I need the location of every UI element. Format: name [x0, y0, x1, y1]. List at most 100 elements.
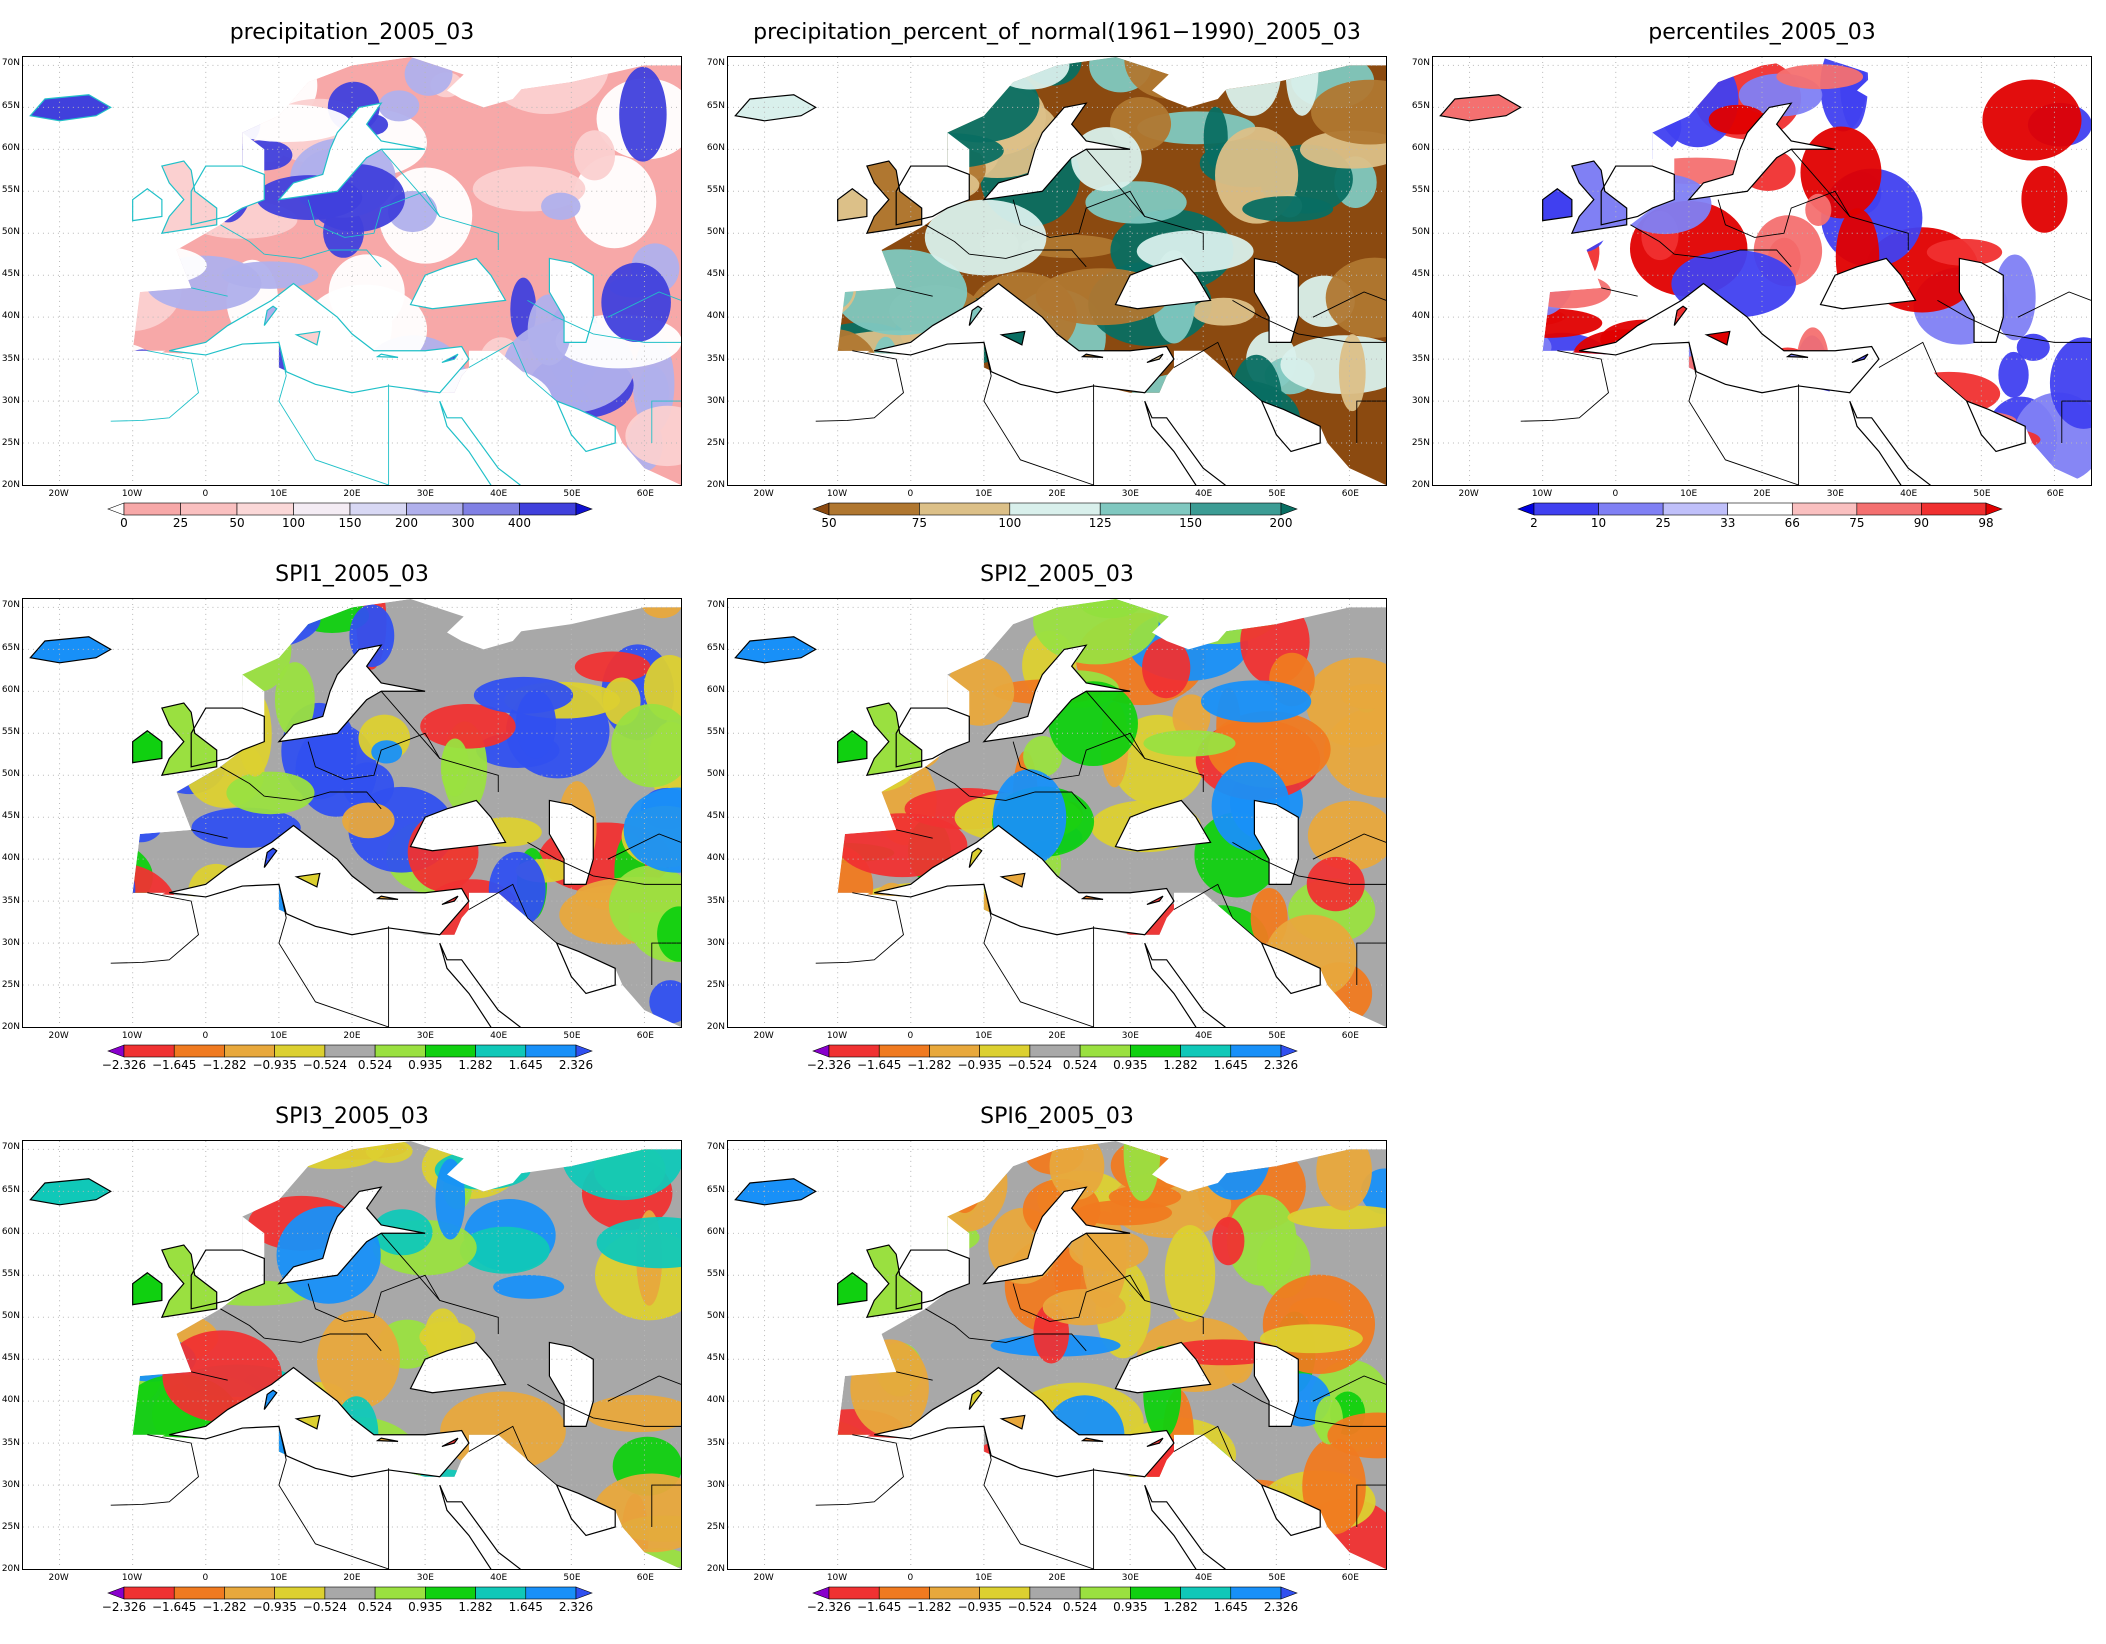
lat-label: 35N [1411, 353, 1430, 364]
lat-label: 60N [706, 142, 725, 153]
lon-label: 20E [1753, 489, 1771, 499]
colorbar-segment [324, 1044, 376, 1058]
colorbar-label: 2.326 [1263, 1600, 1299, 1614]
colorbar-label: 1.282 [458, 1600, 493, 1614]
lon-label: 30E [416, 489, 434, 499]
colorbar-segment [475, 1586, 527, 1600]
lon-label: 60E [1341, 1031, 1359, 1041]
colorbar-label: −1.645 [857, 1600, 902, 1614]
lat-label: 65N [1, 1184, 20, 1195]
colorbar-label: 1.645 [508, 1058, 543, 1072]
lon-label: 20W [753, 1031, 774, 1041]
colorbar-label: 2 [1530, 516, 1538, 530]
lon-label: 40E [1195, 1031, 1213, 1041]
lat-label: 45N [1, 811, 20, 822]
lon-label: 50E [1973, 489, 1991, 499]
colorbar-label: −2.326 [806, 1058, 852, 1072]
lon-label: 10W [826, 1031, 848, 1041]
colorbar-label: 150 [338, 516, 362, 530]
lon-label: 50E [1268, 1031, 1286, 1041]
colorbar-label: 150 [1179, 516, 1203, 530]
colorbar-segment [1029, 1586, 1081, 1600]
map-area [22, 598, 682, 1028]
lat-label: 25N [706, 437, 725, 448]
lon-label: 30E [416, 1031, 434, 1041]
colorbar-label: 50 [229, 516, 245, 530]
lat-label: 35N [706, 895, 725, 906]
colorbar-left-arrow [107, 1586, 125, 1600]
colorbar-segment [1791, 502, 1858, 516]
lon-label: 10W [121, 1573, 143, 1583]
map-area [1432, 56, 2092, 486]
colorbar-right-arrow [1280, 502, 1298, 516]
colorbar-label: 300 [451, 516, 475, 530]
lon-label: 30E [1121, 489, 1139, 499]
lon-label: 10W [121, 489, 143, 499]
colorbar-label: −0.524 [302, 1058, 348, 1072]
colorbar-label: 200 [395, 516, 418, 530]
colorbar [107, 1586, 593, 1600]
lon-label: 0 [202, 1573, 209, 1583]
colorbar-label: 50 [821, 516, 837, 530]
colorbar-label: 0.524 [1062, 1058, 1098, 1072]
colorbar-label: −2.326 [806, 1600, 852, 1614]
colorbar-label: −1.645 [857, 1058, 902, 1072]
lon-label: 20W [48, 1573, 69, 1583]
colorbar-label: 100 [282, 516, 305, 530]
lat-label: 60N [706, 684, 725, 695]
colorbar-segment [1190, 502, 1282, 516]
lon-label: 10E [270, 1573, 288, 1583]
lat-label: 30N [706, 1479, 725, 1490]
colorbar-label: −1.282 [202, 1600, 247, 1614]
colorbar-segment [525, 1586, 577, 1600]
colorbar-label: 2.326 [558, 1058, 594, 1072]
lat-label: 30N [706, 395, 725, 406]
map-panel-7: SPI6_2005_03 70N 65N 60N 55N 50N 45N 40N 35N 30N 2… [707, 1104, 1387, 1644]
colorbar-label: 2.326 [558, 1600, 594, 1614]
lon-label: 40E [490, 489, 508, 499]
colorbar-segment [123, 1586, 175, 1600]
lat-label: 55N [1411, 184, 1430, 195]
coastlines [734, 1178, 1386, 1569]
lon-label: 50E [563, 1573, 581, 1583]
colorbar-label: 1.282 [1163, 1058, 1198, 1072]
lat-label: 55N [1, 184, 20, 195]
panel-title: SPI2_2005_03 [980, 562, 1134, 587]
lon-label: 20W [48, 1031, 69, 1041]
map-area [727, 1140, 1387, 1570]
lon-label: 10W [826, 489, 848, 499]
lon-label: 30E [1121, 1031, 1139, 1041]
colorbar-segment [374, 1586, 426, 1600]
colorbar-segment [1079, 1044, 1131, 1058]
colorbar-right-arrow [575, 1044, 593, 1058]
colorbar-segment [1099, 502, 1191, 516]
colorbar-label: −0.524 [302, 1600, 348, 1614]
lon-label: 10E [270, 1031, 288, 1041]
colorbar-right-arrow [1280, 1586, 1298, 1600]
lon-label: 0 [202, 489, 209, 499]
colorbar-label: −0.935 [252, 1058, 297, 1072]
colorbar-segment [173, 1586, 225, 1600]
colorbar-segment [406, 502, 464, 516]
colorbar-segment [1230, 1586, 1282, 1600]
panel-title: SPI3_2005_03 [275, 1104, 429, 1129]
lat-label: 30N [706, 937, 725, 948]
map-panel-3: percentiles_2005_03 70N 65N 60N 55N 50N 45N 40N… [1412, 20, 2092, 560]
colorbar-label: 2.326 [1263, 1058, 1299, 1072]
lat-label: 40N [1411, 311, 1430, 322]
lat-label: 55N [706, 1268, 725, 1279]
colorbar-label: 0.524 [1062, 1600, 1098, 1614]
lat-label: 20N [706, 1022, 725, 1032]
lat-label: 65N [1411, 100, 1430, 111]
colorbar-label: −0.935 [957, 1058, 1002, 1072]
colorbar-label: −0.935 [957, 1600, 1002, 1614]
colorbar-label: −0.524 [1007, 1600, 1053, 1614]
map-panel-4: SPI1_2005_03 70N 65N 60N 55N 50N 45N 40N 35N 30N 2… [2, 562, 682, 1102]
lat-label: 50N [1, 1311, 20, 1322]
lat-label: 40N [706, 1395, 725, 1406]
colorbar-label: 90 [1913, 516, 1930, 530]
colorbar-segment [828, 1044, 880, 1058]
lon-label: 20W [753, 1573, 774, 1583]
lat-label: 65N [1, 100, 20, 111]
colorbar [812, 1586, 1298, 1600]
